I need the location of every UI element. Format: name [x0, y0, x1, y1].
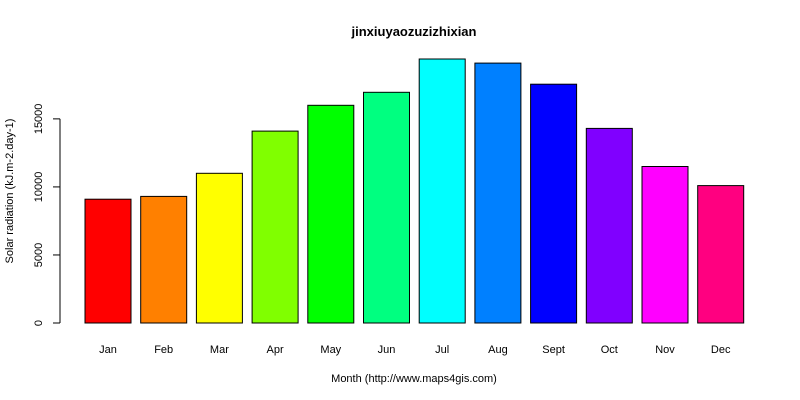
- x-tick-labels: Jan Feb Mar Apr May Jun Jul Aug Sept Oct Nov Dec: [99, 344, 731, 356]
- bar-jun: [363, 91, 410, 324]
- bar-dec: [697, 185, 745, 324]
- y-tick-label: 15000: [33, 104, 45, 135]
- y-axis-label: Solar radiation (kJ.m-2.day-1): [4, 119, 16, 264]
- bar-feb: [140, 195, 188, 324]
- y-tick-label: 10000: [33, 172, 45, 203]
- bars-group: [84, 58, 745, 324]
- x-tick-label-nov: Nov: [655, 344, 675, 356]
- x-tick-label-oct: Oct: [601, 344, 618, 356]
- bar-oct: [585, 127, 633, 324]
- x-tick-label-jan: Jan: [99, 344, 117, 356]
- x-tick-label-sept: Sept: [542, 344, 565, 356]
- x-tick-label-dec: Dec: [711, 344, 731, 356]
- x-tick-label-aug: Aug: [488, 344, 508, 356]
- x-tick-label-feb: Feb: [154, 344, 173, 356]
- x-tick-label-jul: Jul: [435, 344, 449, 356]
- bar-sept: [530, 83, 578, 324]
- x-tick-label-mar: Mar: [210, 344, 229, 356]
- y-tick-label: 0: [33, 320, 45, 326]
- bar-aug: [474, 62, 522, 324]
- x-tick-label-may: May: [320, 344, 341, 356]
- x-tick-label-jun: Jun: [378, 344, 396, 356]
- bar-apr: [251, 130, 299, 324]
- chart-title: jinxiuyaozuzizhixian: [351, 24, 477, 39]
- bar-mar: [195, 172, 243, 324]
- y-axis: 0 5000 10000 15000: [33, 104, 61, 326]
- bar-nov: [641, 166, 689, 324]
- bar-jul: [418, 58, 466, 324]
- x-tick-label-apr: Apr: [267, 344, 284, 356]
- x-axis-label: Month (http://www.maps4gis.com): [331, 373, 497, 385]
- y-tick-label: 5000: [33, 243, 45, 267]
- bar-may: [307, 104, 355, 324]
- bar-jan: [84, 198, 132, 324]
